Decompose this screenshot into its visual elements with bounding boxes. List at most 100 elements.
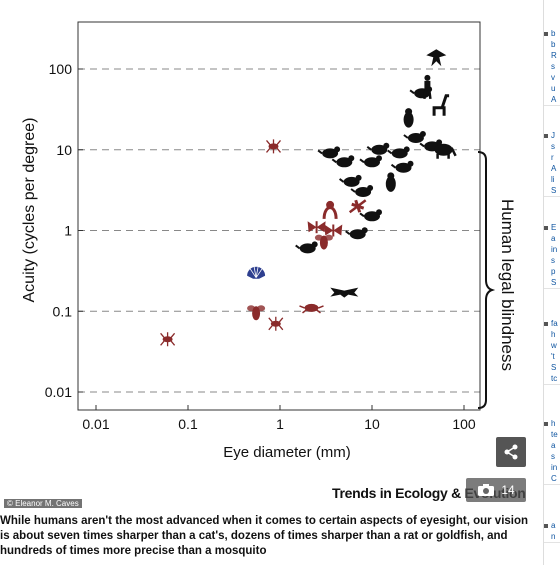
bullet-icon [544, 32, 548, 36]
sidebar-article-text: b [551, 40, 556, 49]
bullet-icon [544, 134, 548, 138]
sidebar-article-text: r [551, 153, 554, 162]
sidebar-article-text: n [551, 532, 556, 541]
bullet-icon [544, 524, 548, 528]
sidebar-article-text: E [551, 223, 557, 232]
sidebar-article-text: s [551, 452, 555, 461]
data-point-ant [268, 316, 284, 331]
data-point-human [423, 74, 432, 100]
sidebar-article-text: s [551, 62, 555, 71]
legal-blindness-label: Human legal blindness [498, 199, 517, 371]
sidebar-article-text: S [551, 278, 557, 287]
y-tick-label: 1 [64, 223, 72, 239]
data-point-rabbit [366, 142, 390, 155]
image-caption: While humans aren't the most advanced wh… [0, 515, 529, 557]
sidebar-article-text: li [551, 175, 555, 184]
sidebar-article-text: w [551, 341, 557, 350]
sidebar-article-text: a [551, 521, 556, 530]
sidebar-article-text: te [551, 430, 558, 439]
data-point-elephant [434, 143, 457, 159]
gallery-count: 14 [501, 483, 515, 497]
camera-icon [478, 484, 495, 496]
share-button[interactable] [496, 437, 526, 467]
data-point-mantis [322, 200, 338, 220]
x-axis-label: Eye diameter (mm) [223, 444, 351, 461]
sidebar-article-text: S [551, 186, 557, 195]
sidebar-article-text: b [551, 29, 556, 38]
sidebar-article-text: h [551, 419, 556, 428]
bracket-shape [477, 151, 496, 409]
data-point-crab [299, 303, 324, 314]
sidebar-article-text: v [551, 73, 555, 82]
share-icon [504, 444, 518, 460]
y-tick-label: 0.1 [53, 303, 73, 319]
bullet-icon [544, 226, 548, 230]
sidebar-article-text: in [551, 463, 558, 472]
sidebar-article-text: J [551, 131, 555, 140]
data-point-chicken [359, 155, 382, 168]
acuity-chart: 0.01 0.1 1 10 100 0.01 0.1 1 10 100 Eye diameter … [21, 21, 517, 461]
legal-blindness-bracket [477, 151, 496, 409]
x-tick-label: 0.1 [178, 416, 198, 432]
data-point-cat [387, 146, 410, 159]
photo-credit: © Eleanor M. Caves [4, 499, 82, 508]
data-point-duck [339, 174, 362, 187]
sidebar-article-text: s [551, 256, 555, 265]
y-tick-label: 0.01 [45, 384, 72, 400]
sidebar-article-text: a [551, 441, 556, 450]
gallery-button[interactable]: 14 [466, 478, 526, 502]
x-tick-label: 1 [276, 416, 284, 432]
gridlines [78, 68, 480, 393]
data-point-giraffe [432, 94, 450, 116]
data-point-squirrel [359, 209, 382, 222]
sidebar-article-4[interactable]: h te a s in C [544, 418, 560, 485]
bullet-icon [544, 322, 548, 326]
data-point-fly [247, 305, 266, 321]
data-point-bat [330, 287, 359, 298]
sidebar-article-text: in [551, 245, 558, 254]
data-point-bee [314, 234, 333, 250]
data-point-eagle [426, 49, 447, 67]
data-point-whale [390, 160, 414, 173]
x-tick-label: 100 [452, 416, 476, 432]
sidebar-article-text: tc [551, 374, 558, 383]
sidebar-article-text: a [551, 234, 556, 243]
data-point-seal [403, 131, 426, 143]
sidebar-article-text: fa [551, 319, 558, 328]
data-point-scallop [247, 266, 266, 279]
data-point-mosquito [160, 332, 176, 347]
data-point-goldfish [317, 146, 341, 159]
sidebar-article-text: R [551, 51, 557, 60]
data-point-frog [295, 241, 318, 254]
sidebar-article-text: p [551, 267, 556, 276]
sidebar-article-text: A [551, 164, 557, 173]
axes: 0.01 0.1 1 10 100 0.01 0.1 1 10 100 [45, 21, 481, 432]
y-tick-label: 100 [49, 61, 73, 77]
data-point-penguin [403, 108, 414, 128]
data-point-owl [385, 172, 396, 192]
x-tick-label: 0.01 [82, 416, 109, 432]
sidebar-article-text: C [551, 474, 557, 483]
data-point-rat [345, 227, 368, 240]
plot-frame [77, 21, 481, 411]
y-axis-label: Acuity (cycles per degree) [21, 118, 38, 303]
sidebar-article-text: s [551, 142, 555, 151]
y-tick-label: 10 [56, 142, 72, 158]
figure-image[interactable]: 0.01 0.1 1 10 100 0.01 0.1 1 10 100 Eye diameter … [0, 0, 540, 512]
sidebar-article-text: h [551, 330, 556, 339]
data-point-butterfly [307, 221, 326, 234]
data-point-moth [324, 224, 343, 237]
data-points [160, 49, 457, 347]
data-point-dragonfly [348, 199, 367, 214]
sidebar-article-text: S [551, 363, 557, 372]
bullet-icon [544, 422, 548, 426]
data-point-jumping-spider [266, 139, 281, 154]
sidebar-article-text: 't [551, 352, 555, 361]
sidebar-article-text: A [551, 95, 557, 104]
